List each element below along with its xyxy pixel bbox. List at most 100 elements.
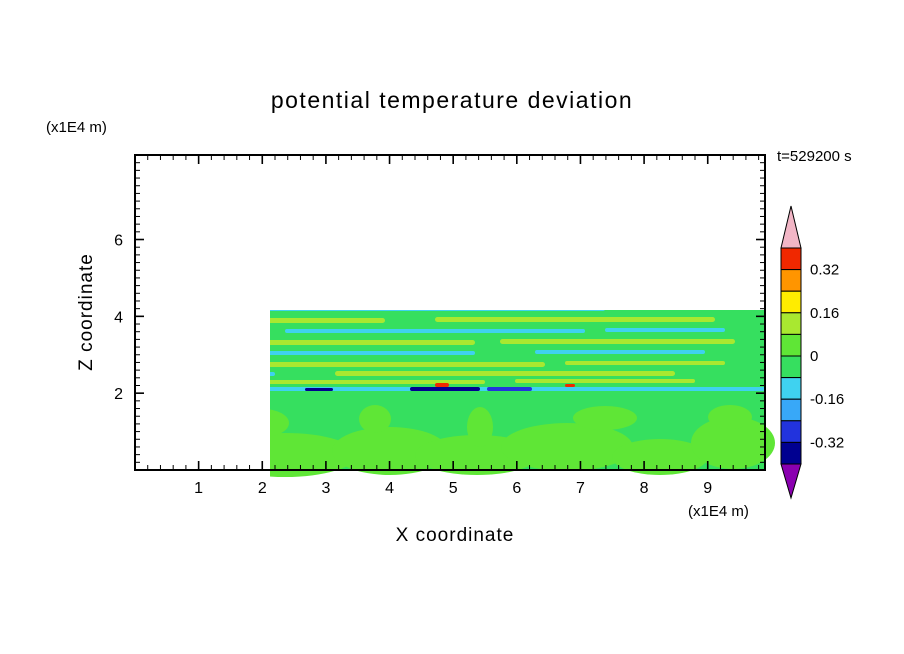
streak-cy (285, 329, 585, 333)
x-tick-label: 5 (449, 480, 458, 497)
streak-cy (135, 284, 215, 288)
streak-yg (455, 273, 645, 278)
y-tick-label: 6 (114, 233, 123, 250)
thermal-plume (573, 406, 637, 430)
colorbar: 0.32 0.16 0 -0.16 -0.32 (780, 205, 844, 500)
streak-cy (165, 242, 525, 248)
streak-cy (535, 350, 705, 354)
streak-or (520, 157, 600, 161)
streak-cy (625, 262, 725, 266)
colorbar-label: -0.16 (810, 391, 844, 408)
x-tick-label: 4 (385, 480, 394, 497)
x-axis-unit-label: (x1E4 m) (688, 503, 749, 520)
x-tick-label: 1 (194, 480, 203, 497)
colorbar-segment (780, 398, 802, 422)
streak-ye (145, 230, 565, 238)
streak-cy (635, 306, 745, 310)
streak-yg (270, 380, 485, 384)
streak-re (565, 384, 575, 387)
x-tick-label: 8 (640, 480, 649, 497)
streak-cy (607, 157, 715, 162)
y-tick-labels: 2 4 6 (114, 233, 123, 404)
x-tick-label: 3 (321, 480, 330, 497)
thermal-plume (501, 423, 633, 471)
streak-yg (270, 318, 385, 323)
x-tick-label: 9 (703, 480, 712, 497)
streak-yg (467, 195, 617, 199)
y-axis-label: Z coordinate (76, 253, 97, 371)
x-tick-labels: 1 2 3 4 5 6 7 8 9 (194, 480, 712, 497)
thermal-plume (708, 405, 752, 429)
streak-yg (170, 168, 380, 173)
colorbar-segment (780, 355, 802, 379)
colorbar-label: 0 (810, 348, 818, 365)
streak-yg (225, 218, 435, 224)
colorbar-over-arrow (780, 205, 802, 249)
thermal-plume (332, 427, 448, 475)
x-tick-label: 6 (512, 480, 521, 497)
streak-cy (295, 156, 385, 161)
time-annotation: t=529200 s (777, 148, 852, 165)
streak-nv (410, 387, 480, 391)
streak-yg (270, 340, 475, 345)
streak-yg (435, 317, 715, 322)
colorbar-segment (780, 377, 802, 400)
x-tick-label: 2 (258, 480, 267, 497)
thermal-plume (270, 409, 289, 437)
streak-yg (270, 362, 545, 367)
plot-frame-and-ticks (134, 154, 766, 471)
colorbar-segment (780, 441, 802, 465)
x-axis-label: X coordinate (396, 525, 515, 546)
streak-cy (695, 167, 765, 173)
chart-title: potential temperature deviation (271, 87, 633, 113)
colorbar-segment (780, 420, 802, 443)
streak-re (435, 383, 449, 387)
streak-yg (500, 339, 735, 344)
streak-cy (711, 177, 765, 186)
streak-yg (430, 251, 670, 256)
colorbar-segment (780, 247, 802, 271)
streak-ye (393, 156, 511, 161)
streak-yg (135, 296, 335, 301)
streak-yg (493, 182, 623, 187)
colorbar-segment (780, 290, 802, 314)
streak-cy (270, 372, 275, 376)
streak-cy (545, 241, 675, 245)
y-axis-unit-label: (x1E4 m) (46, 119, 107, 136)
y-tick-label: 4 (114, 309, 123, 326)
streak-yg (475, 216, 595, 220)
colorbar-label: 0.32 (810, 262, 839, 279)
thermal-plume (359, 405, 391, 433)
streak-yg (580, 229, 710, 234)
streak-cy (235, 285, 605, 289)
streak-yg (690, 295, 765, 299)
thermal-plume (207, 403, 243, 423)
streak-yg (565, 361, 725, 365)
colorbar-under-arrow (780, 463, 802, 500)
colorbar-label: -0.32 (810, 434, 844, 451)
streak-nv (305, 388, 333, 391)
streak-yg (405, 167, 555, 171)
streak-yg (135, 252, 405, 258)
streak-cy (275, 263, 595, 267)
streak-yg (175, 274, 425, 279)
streak-cy (675, 205, 765, 210)
thermal-plume (691, 417, 775, 469)
streak-yg (693, 253, 765, 257)
streak-ye (150, 181, 480, 188)
field-background (270, 310, 765, 470)
colorbar-segment (780, 312, 802, 335)
streak-yg (335, 206, 595, 211)
streak-yg (370, 295, 670, 300)
y-tick-label: 2 (114, 386, 123, 403)
streak-cy (270, 310, 605, 311)
streak-cy (691, 240, 765, 245)
streak-yg (205, 196, 445, 201)
streak-cy (270, 351, 475, 355)
streak-yg (335, 371, 675, 376)
streak-db (487, 387, 532, 391)
colorbar-segment (780, 333, 802, 357)
streak-cy (605, 328, 725, 332)
